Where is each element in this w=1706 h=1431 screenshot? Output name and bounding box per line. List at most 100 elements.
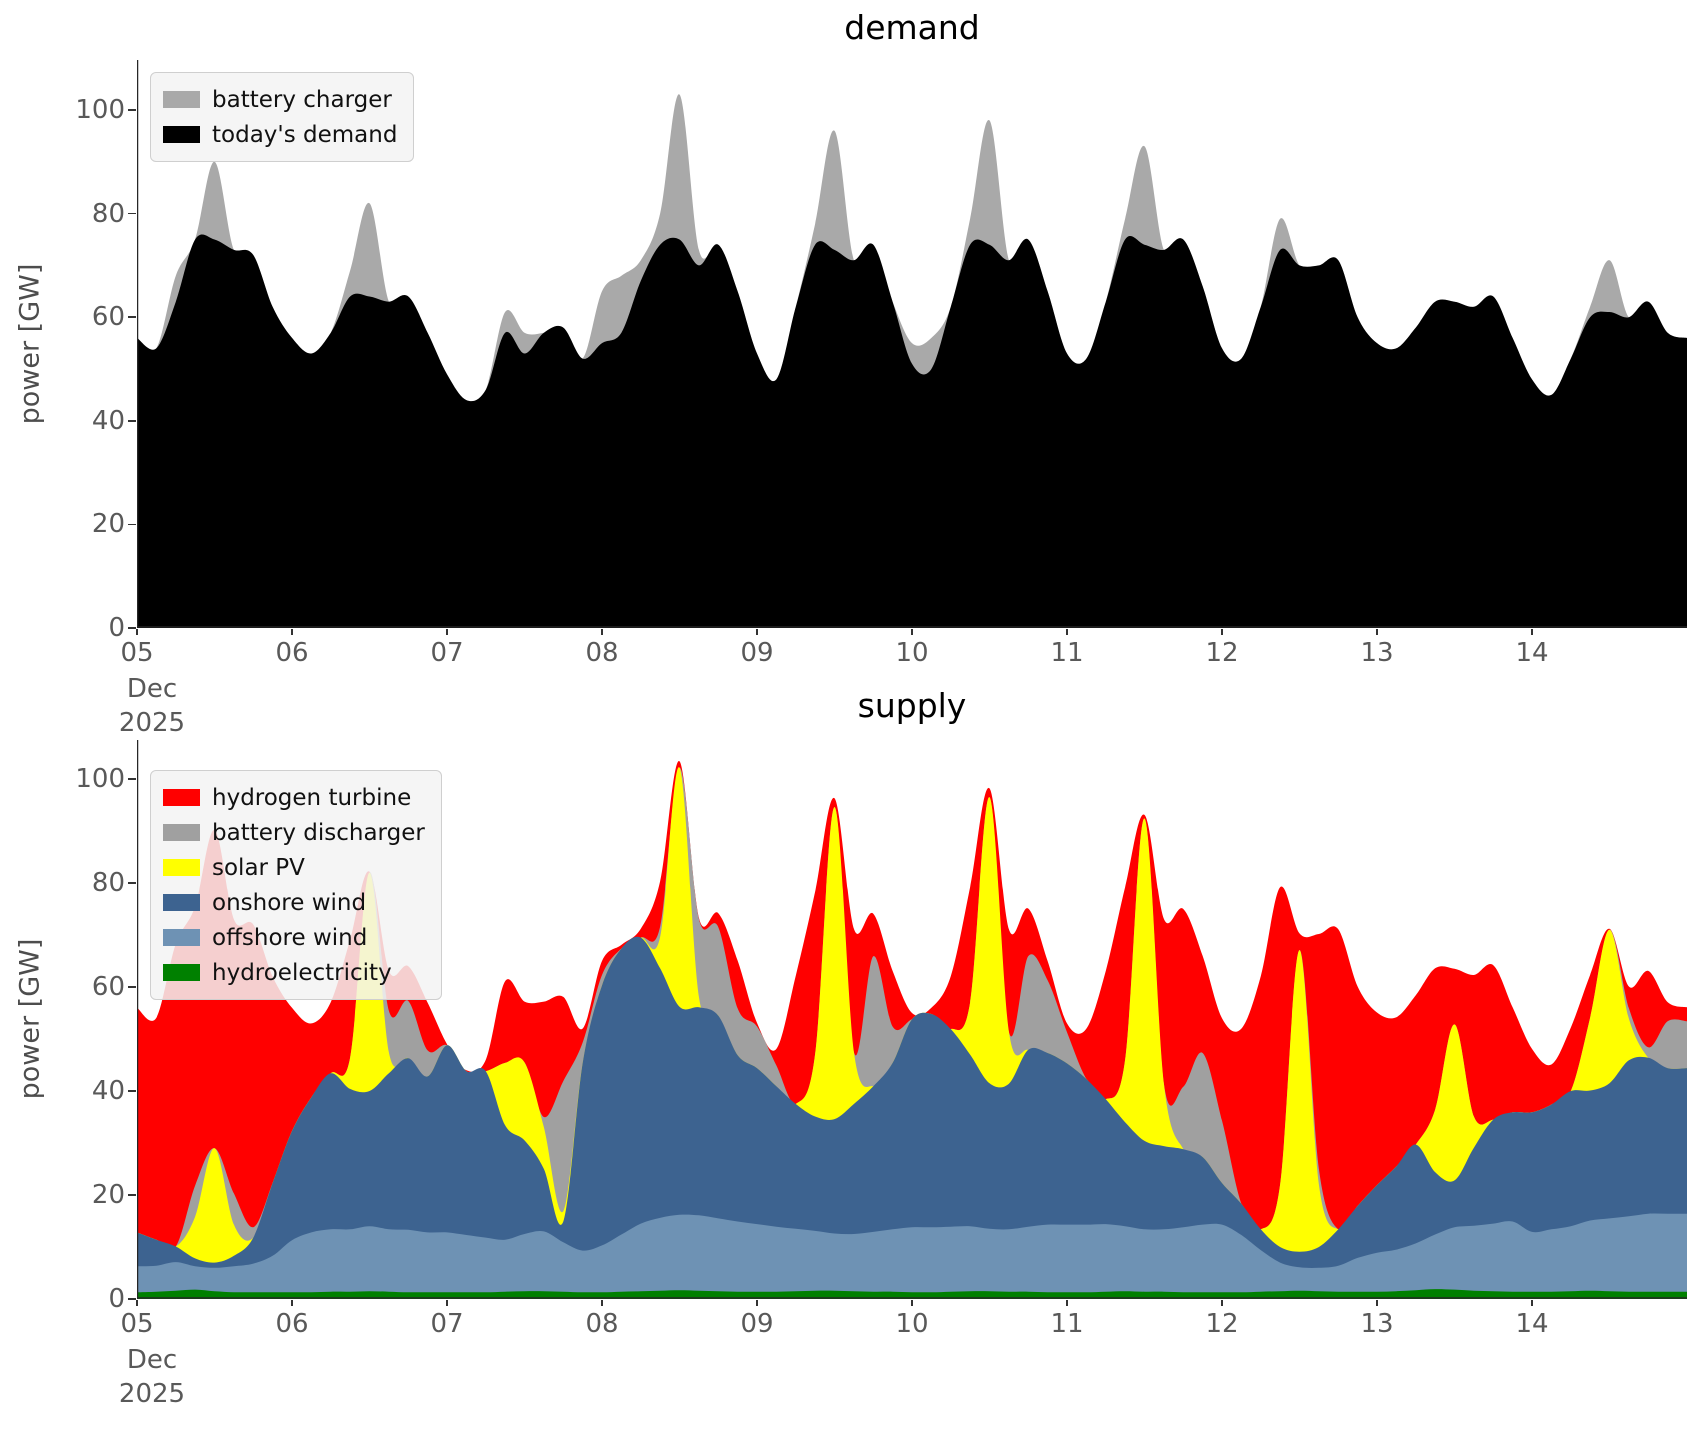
- x-tick-label: 05: [120, 638, 154, 668]
- legend-label: hydrogen turbine: [212, 784, 412, 811]
- x-tick-label: 09: [740, 638, 774, 668]
- x-tick-mark: [601, 629, 603, 635]
- area-today-s-demand: [137, 234, 1687, 628]
- area-hydroelectricity: [137, 1289, 1687, 1299]
- y-tick-mark: [128, 882, 136, 884]
- x-tick-label: 08: [585, 1309, 619, 1339]
- x-tick-mark: [1376, 629, 1378, 635]
- legend-item: solar PV: [163, 850, 425, 885]
- legend-swatch-battery-discharger: [163, 824, 200, 841]
- legend-label: hydroelectricity: [212, 959, 392, 986]
- y-tick-label: 20: [91, 509, 125, 540]
- legend-label: onshore wind: [212, 889, 367, 916]
- x-tick-mark: [446, 1300, 448, 1306]
- legend-label: battery discharger: [212, 819, 425, 846]
- axis-spine: [137, 740, 1687, 1299]
- y-tick-label: 20: [91, 1180, 125, 1210]
- x-tick-mark: [136, 1300, 138, 1306]
- area-offshore-wind: [137, 1213, 1687, 1299]
- y-tick-label: 80: [91, 198, 125, 229]
- legend-label: today's demand: [212, 121, 398, 148]
- x-axis-year-label: 2025: [118, 708, 186, 738]
- x-tick-label: 12: [1205, 1309, 1239, 1339]
- x-tick-mark: [1531, 629, 1533, 635]
- supply-y-axis-label: power [GW]: [14, 938, 46, 1100]
- y-tick-label: 100: [75, 764, 125, 794]
- y-tick-mark: [128, 778, 136, 780]
- x-tick-label: 08: [585, 638, 619, 668]
- x-tick-label: 07: [430, 638, 464, 668]
- legend-swatch-offshore-wind: [163, 929, 200, 946]
- x-tick-label: 10: [895, 1309, 929, 1339]
- legend-label: offshore wind: [212, 924, 368, 951]
- x-tick-label: 06: [275, 638, 309, 668]
- x-tick-mark: [1066, 1300, 1068, 1306]
- x-tick-label: 14: [1515, 638, 1549, 668]
- y-tick-mark: [128, 1194, 136, 1196]
- legend-swatch-onshore-wind: [163, 894, 200, 911]
- x-tick-label: 06: [275, 1309, 309, 1339]
- legend-swatch-hydrogen-turbine: [163, 789, 200, 806]
- x-tick-mark: [756, 629, 758, 635]
- y-tick-mark: [128, 420, 136, 422]
- y-tick-label: 100: [75, 95, 125, 125]
- x-tick-mark: [601, 1300, 603, 1306]
- supply-legend: hydrogen turbine battery discharger solar …: [150, 770, 442, 1000]
- legend-item: today's demand: [163, 117, 397, 152]
- y-tick-mark: [128, 627, 136, 629]
- x-tick-mark: [291, 629, 293, 635]
- x-tick-mark: [911, 629, 913, 635]
- demand-chart-title: demand: [844, 8, 980, 47]
- legend-item: battery charger: [163, 82, 397, 117]
- y-tick-label: 60: [91, 972, 125, 1002]
- legend-item: onshore wind: [163, 885, 425, 920]
- legend-item: hydroelectricity: [163, 955, 425, 990]
- y-tick-mark: [128, 986, 136, 988]
- y-tick-label: 80: [91, 868, 125, 898]
- legend-label: solar PV: [212, 854, 305, 881]
- y-tick-label: 0: [108, 613, 125, 643]
- x-tick-label: 13: [1360, 1309, 1394, 1339]
- y-tick-mark: [128, 109, 136, 111]
- x-tick-mark: [291, 1300, 293, 1306]
- x-tick-mark: [1376, 1300, 1378, 1306]
- legend-item: hydrogen turbine: [163, 780, 425, 815]
- x-tick-mark: [911, 1300, 913, 1306]
- y-tick-mark: [128, 1298, 136, 1300]
- x-tick-label: 14: [1515, 1309, 1549, 1339]
- demand-plot-area: [137, 60, 1687, 628]
- x-tick-label: 12: [1205, 638, 1239, 668]
- x-tick-mark: [1066, 629, 1068, 635]
- x-axis-month-label: Dec: [126, 1345, 178, 1375]
- x-tick-mark: [1221, 629, 1223, 635]
- x-tick-mark: [756, 1300, 758, 1306]
- y-tick-label: 40: [91, 405, 125, 436]
- legend-label: battery charger: [212, 86, 392, 113]
- y-tick-mark: [128, 1090, 136, 1092]
- x-tick-label: 07: [430, 1309, 464, 1339]
- x-tick-mark: [136, 629, 138, 635]
- axis-spine: [137, 60, 1687, 628]
- area-onshore-wind: [137, 936, 1687, 1299]
- legend-swatch-hydroelectricity: [163, 964, 200, 981]
- x-axis-year-label: 2025: [118, 1379, 186, 1409]
- y-tick-mark: [128, 523, 136, 526]
- y-tick-label: 60: [91, 302, 125, 333]
- y-tick-mark: [128, 212, 136, 215]
- x-tick-label: 10: [895, 638, 929, 668]
- y-tick-mark: [128, 316, 136, 318]
- x-tick-label: 11: [1050, 638, 1084, 668]
- x-axis-month-label: Dec: [126, 674, 178, 704]
- x-tick-label: 05: [120, 1309, 154, 1339]
- x-tick-label: 13: [1360, 638, 1394, 668]
- legend-item: battery discharger: [163, 815, 425, 850]
- legend-swatch-solar-pv: [163, 859, 200, 876]
- legend-swatch-battery-charger: [163, 91, 200, 108]
- y-tick-label: 0: [108, 1284, 125, 1314]
- supply-plot-area: [137, 740, 1687, 1299]
- x-tick-mark: [1221, 1300, 1223, 1306]
- demand-y-axis-label: power [GW]: [14, 263, 46, 425]
- x-tick-label: 11: [1050, 1309, 1084, 1339]
- y-tick-label: 40: [91, 1076, 125, 1106]
